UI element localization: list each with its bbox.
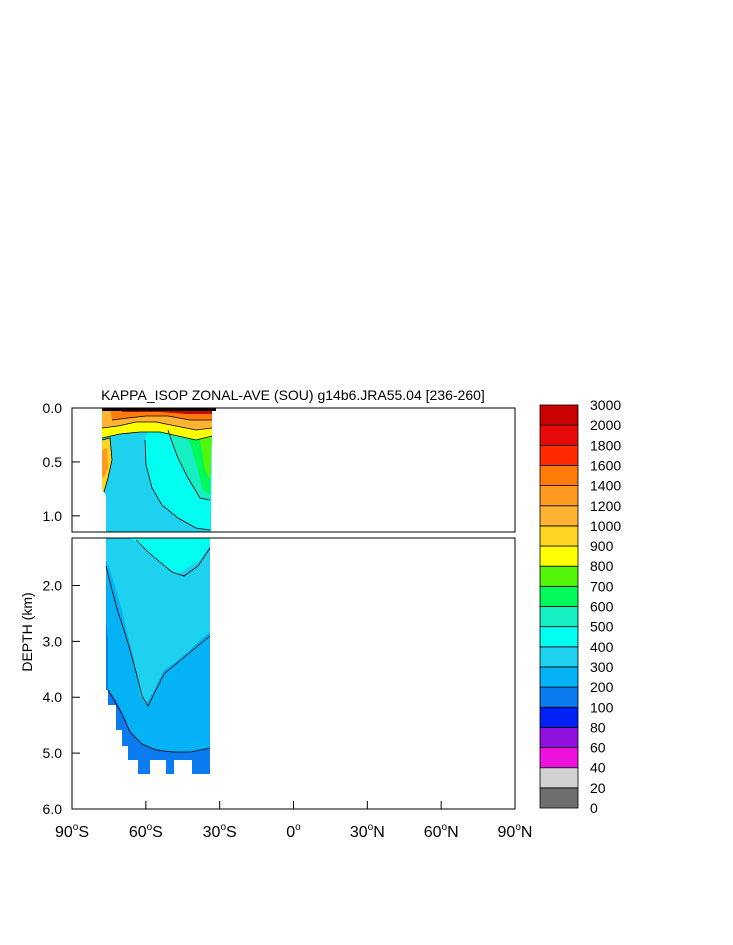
colorbar-label: 900: [590, 538, 614, 554]
lower-panel-field: [105, 538, 211, 774]
colorbar-label: 40: [590, 760, 606, 776]
colorbar-label: 700: [590, 578, 614, 594]
colorbar-label: 400: [590, 639, 614, 655]
field-lower-contour-b: [107, 689, 211, 753]
field-upper-contour-c: [101, 431, 213, 441]
colorbar-swatch: [539, 606, 579, 628]
upper-panel-field: [102, 408, 216, 532]
colorbar-label: 500: [590, 619, 614, 635]
colorbar-swatch: [539, 585, 579, 607]
x-tick-label: 30oN: [350, 822, 385, 841]
field-upper-contour-b: [167, 429, 211, 501]
colorbar-label: 60: [590, 740, 606, 756]
x-tick-label: 30oS: [203, 822, 237, 841]
colorbar-label: 300: [590, 659, 614, 675]
y-tick-label: 0.0: [43, 400, 63, 416]
colorbar-swatch: [539, 747, 579, 769]
colorbar-swatch: [539, 485, 579, 507]
field-upper-800-900: [198, 430, 212, 480]
colorbar-swatch: [539, 626, 579, 648]
field-upper-west-pocket-core: [102, 448, 108, 478]
y-tick-label: 0.5: [43, 454, 63, 470]
colorbar-swatch: [539, 505, 579, 527]
colorbar-swatch: [539, 465, 579, 487]
x-tick-label: 60oS: [129, 822, 163, 841]
colorbar-label: 80: [590, 719, 606, 735]
colorbar: 0 20 40 60 80 100 200 300 400 500 600 700 800 900 1000…: [539, 397, 621, 816]
field-upper-surface-top: [102, 408, 216, 411]
colorbar-label: 0: [590, 800, 598, 816]
colorbar-swatch: [539, 727, 579, 748]
colorbar-label: 1200: [590, 498, 621, 514]
y-axis-label: DEPTH (km): [19, 592, 35, 671]
colorbar-swatch: [539, 706, 579, 728]
colorbar-swatch: [539, 545, 579, 567]
colorbar-label: 1000: [590, 518, 621, 534]
colorbar-label: 1800: [590, 437, 621, 453]
colorbar-label: 1600: [590, 457, 621, 473]
field-lower-contour-a: [105, 565, 211, 707]
x-axis: 90oS 60oS 30oS 0o 30oN 60oN 90oN: [55, 801, 532, 841]
y-tick-label: 4.0: [43, 689, 63, 705]
x-tick-label: 0o: [286, 822, 301, 841]
x-tick-label: 60oN: [424, 822, 459, 841]
upper-panel-contours: [101, 415, 213, 531]
colorbar-swatch: [539, 404, 579, 426]
chart-title: KAPPA_ISOP ZONAL-AVE (SOU) g14b6.JRA55.0…: [101, 387, 485, 403]
upper-panel-frame: [71, 407, 516, 533]
field-lower-500-600: [130, 538, 210, 574]
colorbar-swatch: [539, 565, 579, 587]
colorbar-swatch: [539, 525, 579, 547]
colorbar-label: 200: [590, 679, 614, 695]
field-upper-contour-e: [111, 415, 212, 421]
colorbar-label: 100: [590, 699, 614, 715]
colorbar-swatch: [539, 424, 579, 446]
field-upper-contour-d: [101, 421, 213, 431]
field-lower-contour-c: [135, 539, 211, 577]
x-tick-label: 90oS: [55, 822, 89, 841]
colorbar-swatch: [539, 646, 579, 668]
colorbar-swatch: [539, 787, 579, 809]
y-tick-label: 6.0: [43, 801, 63, 817]
colorbar-swatch: [539, 767, 579, 789]
colorbar-swatch: [539, 666, 579, 688]
field-lower-400-500: [106, 538, 210, 705]
colorbar-label: 3000: [590, 397, 621, 413]
colorbar-label: 600: [590, 599, 614, 615]
colorbar-label: 2000: [590, 417, 621, 433]
colorbar-swatch: [539, 444, 579, 466]
colorbar-label: 800: [590, 558, 614, 574]
colorbar-swatch: [539, 686, 579, 708]
y-tick-label: 2.0: [43, 577, 63, 593]
y-tick-label: 3.0: [43, 633, 63, 649]
x-tick-label: 90oN: [498, 822, 533, 841]
colorbar-label: 1400: [590, 478, 621, 494]
upper-y-axis: 0.0 0.5 1.0: [43, 400, 80, 524]
colorbar-label: 20: [590, 780, 606, 796]
lower-y-axis: 2.0 3.0 4.0 5.0 6.0: [43, 577, 80, 817]
y-tick-label: 5.0: [43, 745, 63, 761]
field-upper-contour-a: [144, 439, 211, 531]
y-tick-label: 1.0: [43, 508, 63, 524]
field-upper-contour-f: [101, 437, 113, 493]
